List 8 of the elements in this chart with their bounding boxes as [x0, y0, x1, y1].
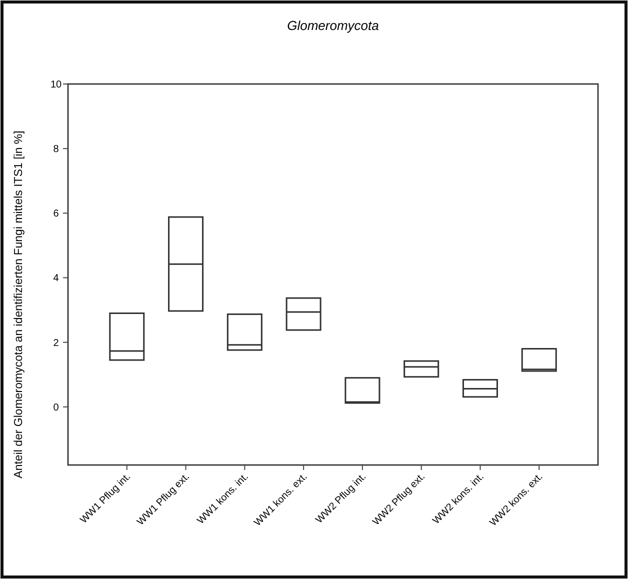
y-tick-label: 8: [53, 144, 60, 156]
y-tick-label: 4: [53, 273, 60, 284]
y-tick-label: 10: [50, 80, 62, 90]
chart-title: Glomeromycota: [287, 18, 379, 33]
y-tick-label: 2: [53, 338, 60, 349]
y-axis-title: Anteil der Glomeromycota an identifizierten Fungi mittels ITS1 [in %]: [13, 130, 25, 478]
y-tick-label: 6: [53, 208, 60, 220]
y-tick-label: 0: [53, 402, 60, 414]
